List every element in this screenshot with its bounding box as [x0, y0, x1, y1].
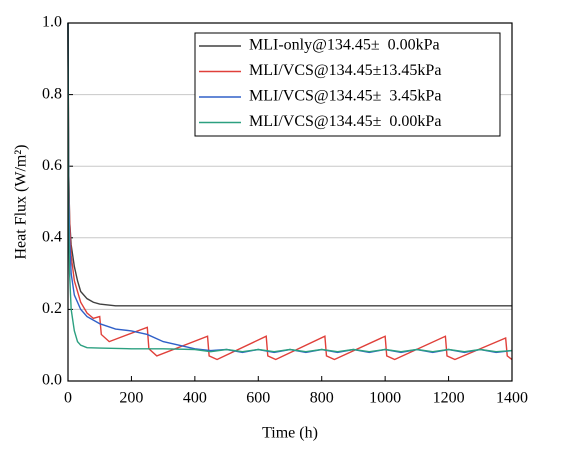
y-tick-label: 0.6 [42, 157, 62, 174]
legend-label: MLI/VCS@134.45± 3.45kPa [249, 88, 441, 105]
legend-label: MLI-only@134.45± 0.00kPa [249, 37, 440, 54]
y-tick-label: 0.0 [42, 372, 62, 389]
x-tick-label: 1200 [433, 390, 465, 407]
x-tick-label: 1000 [369, 390, 401, 407]
y-tick-label: 0.2 [42, 300, 62, 317]
x-tick-label: 800 [310, 390, 334, 407]
y-axis-label: Heat Flux (W/m²) [13, 145, 30, 260]
x-tick-label: 400 [183, 390, 207, 407]
legend-label: MLI/VCS@134.45± 0.00kPa [249, 113, 441, 130]
plot-frame [67, 22, 513, 382]
y-tick-label: 0.4 [42, 228, 62, 245]
series-line [67, 22, 513, 361]
y-tick-label: 0.8 [42, 85, 62, 102]
legend-label: MLI/VCS@134.45±13.45kPa [249, 62, 441, 79]
y-tick-label: 1.0 [42, 14, 62, 31]
legend-box [194, 32, 501, 137]
series-line [67, 22, 513, 353]
x-tick-label: 1400 [496, 390, 528, 407]
x-tick-label: 0 [64, 390, 72, 407]
x-tick-label: 200 [119, 390, 143, 407]
x-axis-label: Time (h) [262, 425, 318, 442]
x-tick-label: 600 [246, 390, 270, 407]
